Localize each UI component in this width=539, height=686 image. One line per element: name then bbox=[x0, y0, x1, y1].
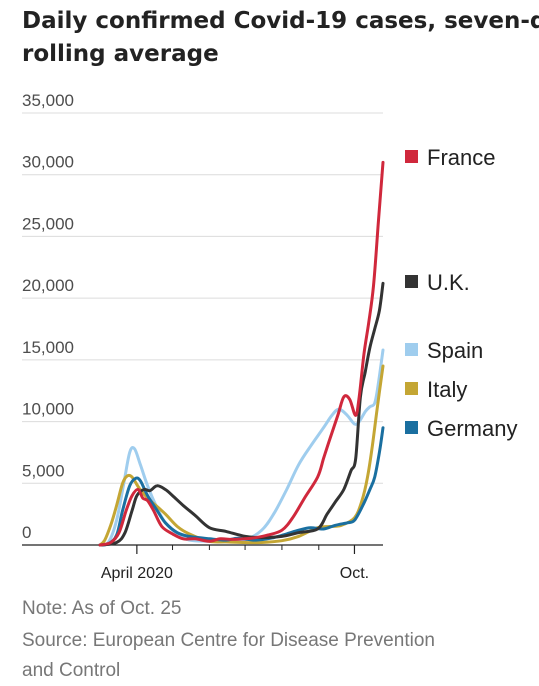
series-line-spain bbox=[98, 348, 385, 547]
legend-label-france: France bbox=[427, 145, 495, 170]
x-tick-label: Oct. bbox=[340, 565, 369, 582]
y-tick-label: 30,000 bbox=[22, 153, 74, 172]
series-line-italy bbox=[98, 364, 385, 547]
legend-label-germany: Germany bbox=[427, 416, 517, 441]
legend-swatch-uk bbox=[405, 275, 418, 288]
legend-swatch-germany bbox=[405, 421, 418, 434]
series-line-france bbox=[98, 160, 385, 547]
y-tick-label: 5,000 bbox=[22, 461, 65, 480]
legend-swatch-france bbox=[405, 150, 418, 163]
source-text-line-1: Source: European Centre for Disease Prev… bbox=[22, 630, 435, 651]
chart-title-line-1: Daily confirmed Covid-19 cases, seven-da… bbox=[22, 8, 539, 34]
y-tick-label: 25,000 bbox=[22, 214, 74, 233]
series-line-germany bbox=[98, 426, 385, 547]
x-tick-label: April 2020 bbox=[101, 565, 173, 582]
chart-title-line-2: rolling average bbox=[22, 41, 219, 67]
source-text-line-2: and Control bbox=[22, 660, 120, 681]
legend-swatch-italy bbox=[405, 382, 418, 395]
legend-swatch-spain bbox=[405, 343, 418, 356]
y-tick-label: 0 bbox=[22, 523, 31, 542]
y-tick-label: 35,000 bbox=[22, 91, 74, 110]
y-axis-ticks: 0 5,000 10,000 15,000 20,000 25,000 30,000 35,0… bbox=[22, 91, 74, 542]
legend-label-uk: U.K. bbox=[427, 270, 470, 295]
y-tick-label: 15,000 bbox=[22, 338, 74, 357]
y-tick-label: 20,000 bbox=[22, 276, 74, 295]
x-axis-ticks: April 2020 Oct. bbox=[101, 545, 369, 582]
y-tick-label: 10,000 bbox=[22, 400, 74, 419]
legend: France U.K. Spain Italy Germany bbox=[405, 145, 517, 441]
note-text: Note: As of Oct. 25 bbox=[22, 598, 181, 619]
legend-label-italy: Italy bbox=[427, 377, 467, 402]
series-lines bbox=[98, 160, 385, 547]
series-line-uk bbox=[98, 281, 385, 547]
gridlines bbox=[22, 112, 383, 546]
legend-label-spain: Spain bbox=[427, 338, 483, 363]
